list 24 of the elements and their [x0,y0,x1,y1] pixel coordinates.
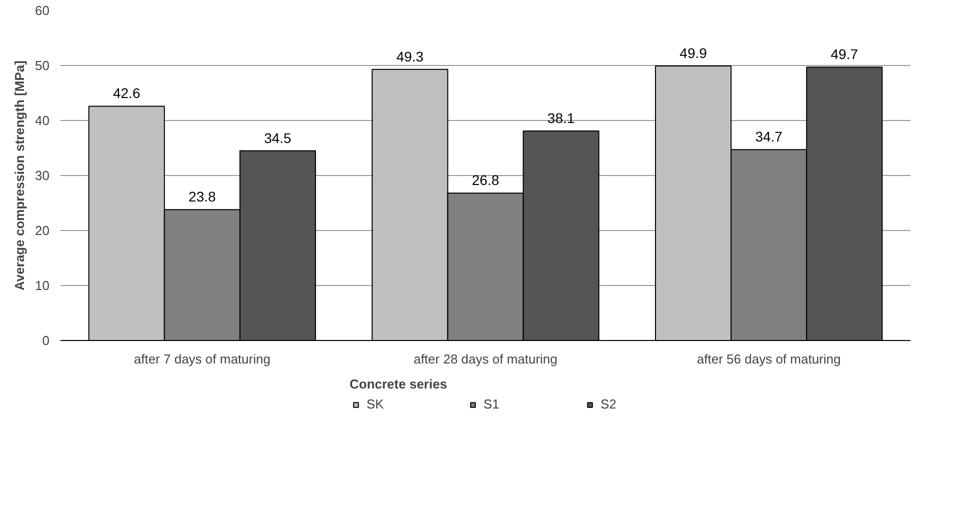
y-tick-label: 50 [35,58,50,73]
legend-label: SK [366,396,385,412]
legend-label: S2 [600,396,618,412]
data-label: 34.5 [264,130,292,146]
data-label: 49.3 [396,48,424,64]
legend-title: Concrete series [350,376,448,392]
y-tick-label: 40 [35,113,50,128]
data-label: 49.9 [680,45,708,62]
data-label: 42.6 [112,85,140,102]
y-tick-label: 0 [42,333,50,348]
y-tick-label: 30 [35,168,50,183]
legend-label: S1 [484,396,500,412]
y-tick-label: 20 [35,223,50,238]
y-tick-label: 10 [35,278,50,293]
y-axis-title: Average compression strength [MPa] [12,60,28,290]
data-label: 23.8 [188,188,216,205]
y-tick-label: 60 [35,3,50,18]
data-label: 49.7 [830,46,858,62]
x-tick-label: after 7 days of maturing [134,352,270,366]
data-label: 34.7 [755,128,783,145]
x-tick-label: after 28 days of maturing [414,352,558,366]
data-label: 26.8 [472,172,500,188]
data-label: 38.1 [547,110,575,126]
x-tick-label: after 56 days of maturing [696,352,841,366]
